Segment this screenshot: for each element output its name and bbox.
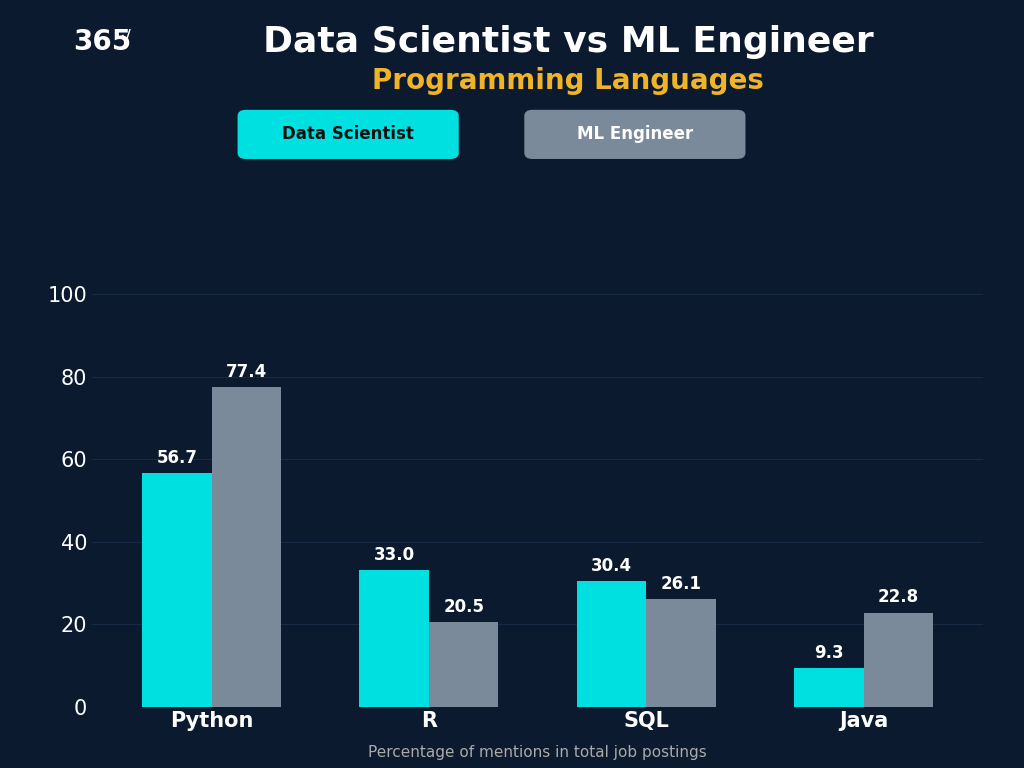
- Bar: [142, 473, 212, 707]
- Bar: [646, 599, 716, 707]
- X-axis label: Percentage of mentions in total job postings: Percentage of mentions in total job post…: [369, 745, 707, 760]
- Bar: [863, 613, 933, 707]
- Text: 33.0: 33.0: [374, 546, 415, 564]
- Text: Programming Languages: Programming Languages: [373, 67, 764, 94]
- Text: 77.4: 77.4: [226, 363, 267, 381]
- Text: 9.3: 9.3: [814, 644, 844, 662]
- Text: Data Scientist: Data Scientist: [283, 125, 414, 144]
- Text: 365: 365: [74, 28, 131, 56]
- Bar: [577, 581, 646, 707]
- Bar: [794, 668, 863, 707]
- Text: 20.5: 20.5: [443, 598, 484, 616]
- Text: 26.1: 26.1: [660, 574, 701, 593]
- Text: 56.7: 56.7: [157, 449, 198, 466]
- Text: 22.8: 22.8: [878, 588, 919, 607]
- Text: ·/: ·/: [119, 28, 131, 46]
- Text: 30.4: 30.4: [591, 557, 632, 575]
- Bar: [212, 387, 282, 707]
- Text: ML Engineer: ML Engineer: [577, 125, 693, 144]
- Text: Data Scientist vs ML Engineer: Data Scientist vs ML Engineer: [263, 25, 873, 59]
- Bar: [429, 622, 499, 707]
- Bar: [359, 571, 429, 707]
